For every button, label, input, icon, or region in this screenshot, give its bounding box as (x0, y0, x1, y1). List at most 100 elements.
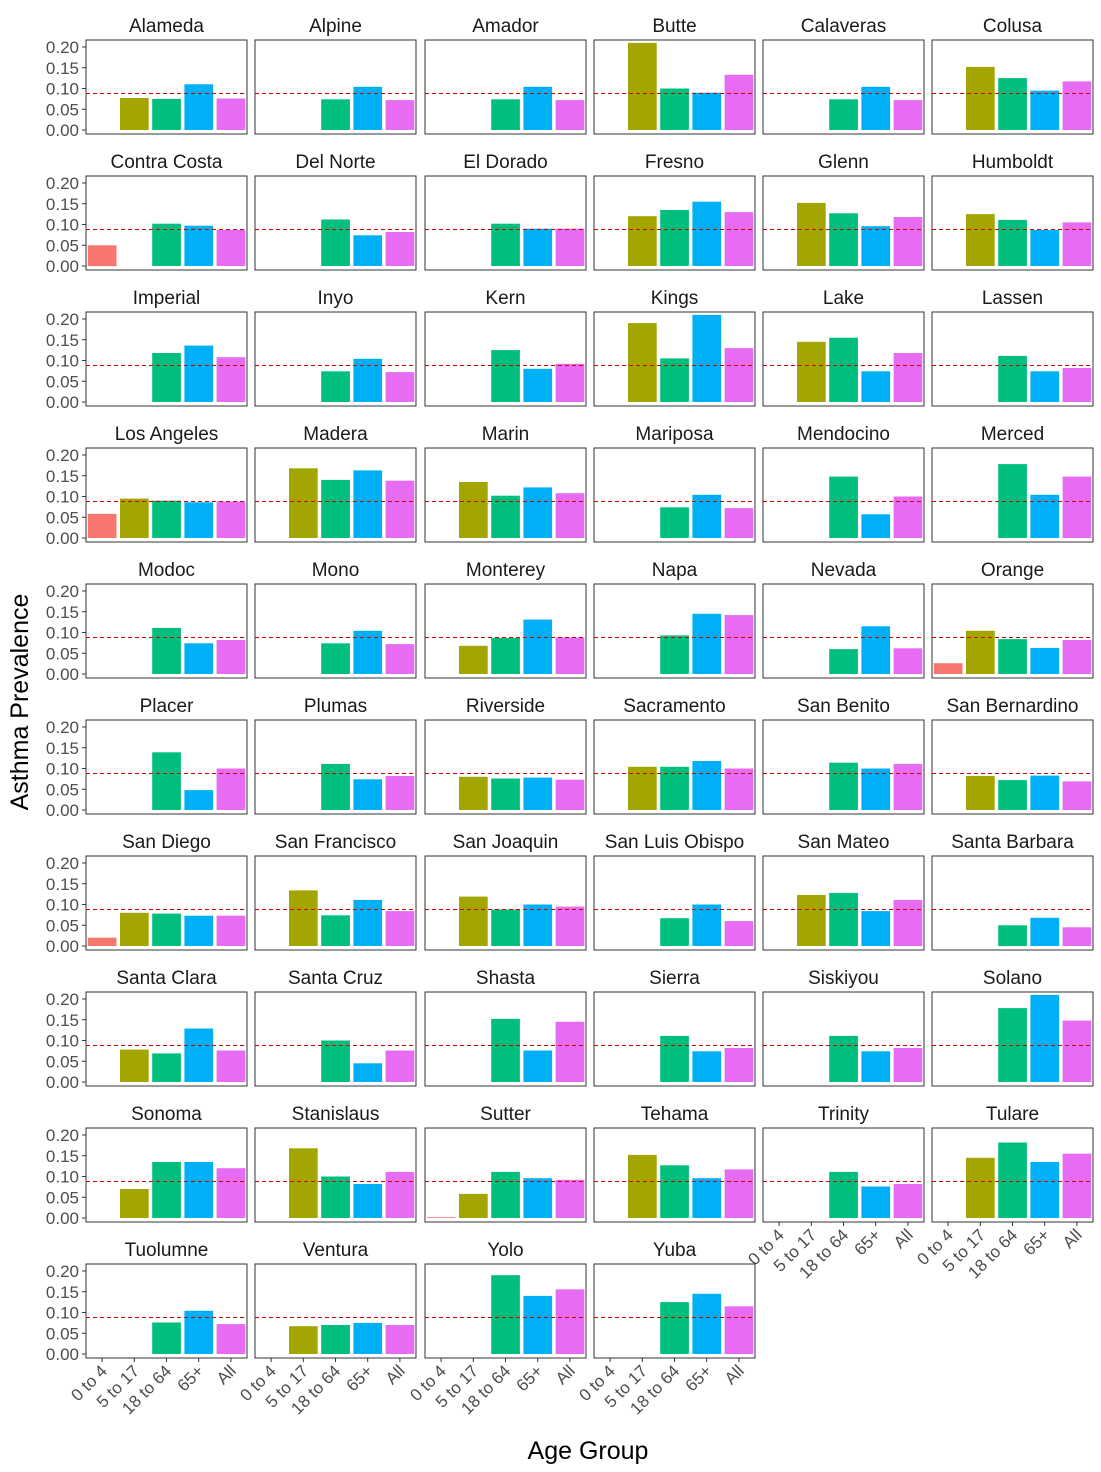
y-tick-label: 0.20 (46, 446, 79, 465)
panel-title: Nevada (811, 560, 877, 581)
y-tick-label: 0.10 (46, 352, 79, 371)
panel-title: Tuolumne (125, 1240, 209, 1261)
panel-title: Ventura (303, 1240, 369, 1261)
panel-title: Yuba (653, 1240, 697, 1261)
y-tick-label: 0.10 (46, 488, 79, 507)
panel-title: Colusa (983, 16, 1043, 37)
bar-18-to-64 (660, 507, 689, 538)
bar-all (555, 228, 585, 266)
y-tick-label: 0.00 (46, 1073, 79, 1092)
panel-marin: Marin (424, 424, 587, 543)
panel-shasta: Shasta (424, 968, 587, 1087)
y-tick-label: 0.10 (46, 1032, 79, 1051)
bar-5-to-17 (628, 216, 657, 266)
panel-santa-barbara: Santa Barbara (931, 832, 1094, 951)
bar-65 (523, 777, 553, 810)
y-tick-label: 0.20 (46, 718, 79, 737)
y-tick-label: 0.00 (46, 1345, 79, 1364)
panel-tehama: Tehama (593, 1104, 756, 1223)
panel-mendocino: Mendocino (762, 424, 925, 543)
panel-title: Solano (983, 968, 1042, 989)
bar-65 (861, 768, 891, 810)
panel-title: Imperial (133, 288, 201, 309)
bar-all (724, 1048, 754, 1082)
panel-title: Alpine (309, 16, 362, 37)
x-tick-label: All (1059, 1225, 1086, 1252)
bar-5-to-17 (966, 66, 995, 130)
bar-all (555, 363, 585, 402)
panel-colusa: Colusa (931, 16, 1094, 135)
bar-all (893, 1048, 923, 1082)
bar-65 (353, 899, 383, 946)
bar-65 (861, 371, 891, 402)
panel-title: Los Angeles (115, 424, 219, 445)
bar-all (216, 501, 246, 538)
y-tick-label: 0.20 (46, 38, 79, 57)
bar-5-to-17 (289, 890, 318, 946)
bar-18-to-64 (321, 219, 350, 266)
y-tick-label: 0.15 (46, 1283, 79, 1302)
x-tick-label: All (382, 1361, 409, 1388)
bar-18-to-64 (152, 1322, 181, 1354)
y-tick-label: 0.05 (46, 1324, 79, 1343)
panel-riverside: Riverside (424, 696, 587, 815)
bar-all (555, 1179, 585, 1218)
bar-5-to-17 (797, 202, 826, 266)
bar-18-to-64 (660, 210, 689, 266)
panel-alpine: Alpine (254, 16, 417, 135)
panel-title: Kern (485, 288, 525, 309)
panel-humboldt: Humboldt (931, 152, 1094, 271)
bar-18-to-64 (491, 99, 520, 130)
panel-title: San Bernardino (946, 696, 1078, 717)
bar-18-to-64 (152, 627, 181, 674)
bar-5-to-17 (459, 482, 488, 538)
panel-title: Mono (312, 560, 360, 581)
bar-65 (1030, 994, 1060, 1082)
bar-65 (184, 345, 214, 402)
bar-all (216, 640, 246, 674)
panel-san-benito: San Benito (762, 696, 925, 815)
panel-siskiyou: Siskiyou (762, 968, 925, 1087)
panel-sutter: Sutter (424, 1104, 587, 1223)
bar-18-to-64 (491, 1171, 520, 1218)
bar-all (724, 615, 754, 674)
bar-65 (353, 235, 383, 266)
bar-65 (1030, 917, 1060, 946)
panel-title: Amador (472, 16, 539, 37)
bar-65 (1030, 90, 1060, 130)
y-tick-label: 0.15 (46, 59, 79, 78)
panel-title: San Benito (797, 696, 890, 717)
bar-all (724, 212, 754, 266)
bar-all (724, 768, 754, 810)
y-tick-label: 0.00 (46, 121, 79, 140)
bar-65 (692, 1178, 722, 1218)
bar-18-to-64 (998, 78, 1027, 130)
bar-18-to-64 (660, 635, 689, 674)
bar-0-to-4 (426, 1217, 456, 1218)
bar-all (216, 98, 246, 130)
bar-all (1062, 781, 1092, 810)
bar-all (893, 899, 923, 946)
bar-5-to-17 (120, 1049, 149, 1082)
panel-glenn: Glenn (762, 152, 925, 271)
panel-title: El Dorado (463, 152, 548, 173)
panel-title: Merced (981, 424, 1044, 445)
y-tick-label: 0.20 (46, 1126, 79, 1145)
bar-18-to-64 (152, 353, 181, 402)
panel-madera: Madera (254, 424, 417, 543)
bar-65 (692, 314, 722, 402)
bar-65 (184, 225, 214, 266)
panel-title: Tulare (986, 1104, 1039, 1125)
bar-18-to-64 (321, 99, 350, 130)
panel-title: Placer (140, 696, 195, 717)
bar-5-to-17 (120, 498, 149, 538)
y-tick-label: 0.00 (46, 393, 79, 412)
bar-5-to-17 (459, 776, 488, 810)
panel-merced: Merced (931, 424, 1094, 543)
panel-orange: Orange (931, 560, 1094, 679)
panel-calaveras: Calaveras (762, 16, 925, 135)
panel-imperial: Imperial 0.00 0.050.10 0.15 0.20 (46, 288, 248, 412)
bar-0-to-4 (87, 245, 117, 267)
bar-18-to-64 (660, 1302, 689, 1354)
